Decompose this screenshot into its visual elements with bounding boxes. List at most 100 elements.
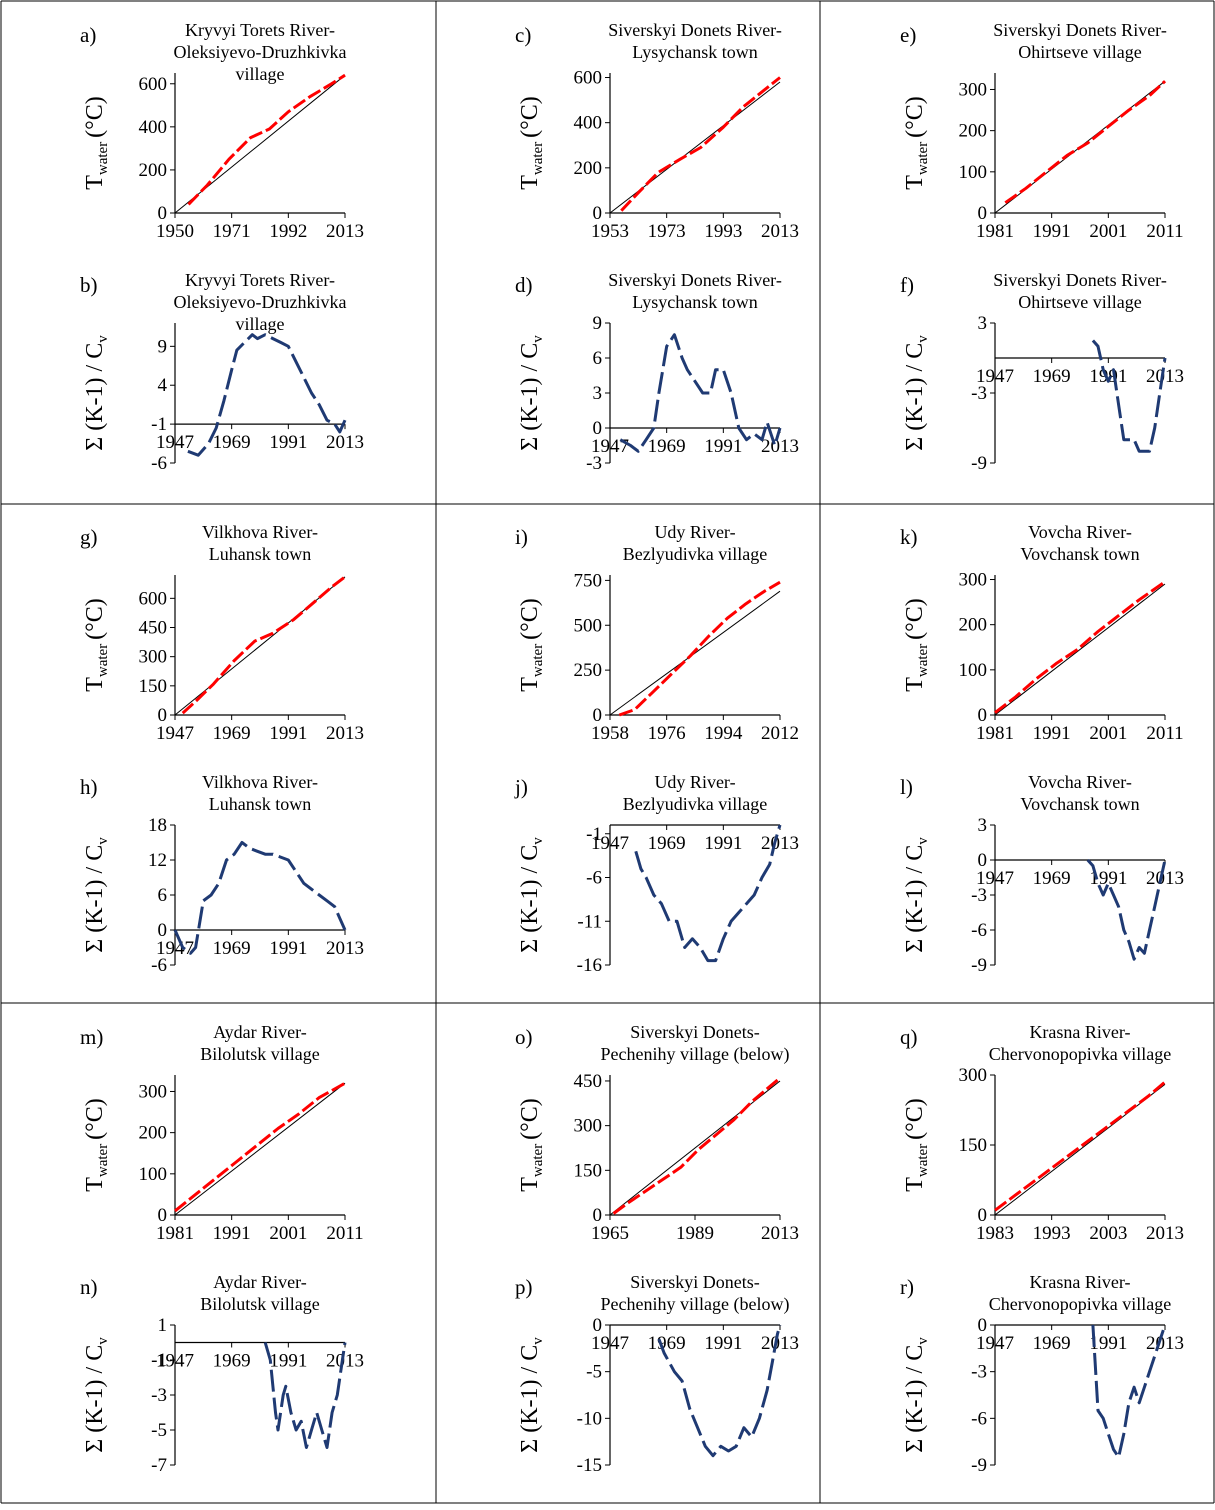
y-tick-label: -9 [971,453,987,474]
x-tick-label: 2013 [1146,1223,1184,1244]
panel-letter: f) [900,273,914,297]
y-tick-label: 500 [574,615,603,636]
y-tick-label: -9 [971,1455,987,1476]
y-axis-label: Σ (K-1) / Cv [517,837,546,953]
x-tick-label: 1969 [648,1333,686,1354]
chart-svg: a) Kryvyi Torets River-Oleksiyevo-Druzhki… [80,20,364,242]
y-tick-label: 200 [139,160,168,181]
x-tick-label: 1991 [1089,868,1127,889]
x-tick-label: 1969 [1033,366,1071,387]
chart-panel: i) Udy River- Bezlyudivka village Twater (°C… [475,510,859,760]
y-tick-label: 0 [978,203,988,224]
y-tick-label: -6 [971,1408,987,1429]
chart-svg: c) Siverskyi Donets River-Lysychansk town… [515,20,799,242]
y-tick-label: -3 [971,1362,987,1383]
x-tick-label: 1947 [591,436,629,457]
y-tick-label: -3 [151,1385,167,1406]
y-axis-label: Twater (°C) [902,598,931,692]
y-axis-label: Σ (K-1) / Cv [517,1337,546,1453]
x-tick-label: 2001 [269,1223,307,1244]
y-axis-label: Σ (K-1) / Cv [82,335,111,451]
y-axis-label-unit: (°C) [902,96,928,138]
y-axis-label-main: T [902,1177,928,1192]
x-tick-label: 1991 [1089,366,1127,387]
y-axis-label: Σ (K-1) / Cv [82,1337,111,1453]
panel-letter: m) [80,1025,103,1049]
y-axis-label-main: Σ (K-1) / C [82,343,108,451]
y-tick-label: 0 [158,920,168,941]
x-tick-label: 1969 [648,436,686,457]
series-line-trend [609,1080,781,1216]
panel-letter: a) [80,23,96,47]
panel-letter: d) [515,273,533,297]
chart-svg: o) Siverskyi Donets-Pechenihy village (be… [515,1022,799,1244]
x-tick-label: 1991 [1089,1333,1127,1354]
chart-panel: p) Siverskyi Donets- Pechenihy village (be… [475,1260,859,1510]
y-tick-label: -3 [586,453,602,474]
chart-svg: k) Vovcha River-Vovchansk town Twater (°C) 0… [900,522,1184,744]
y-axis-label-sub: v [530,1337,546,1345]
y-axis-label: Σ (K-1) / Cv [902,335,931,451]
y-tick-label: 450 [574,1071,603,1092]
x-tick-label: 2001 [1089,723,1127,744]
y-axis-label-main: T [82,1177,108,1192]
x-tick-label: 1969 [213,1351,251,1372]
y-tick-label: 150 [574,1160,603,1181]
panel-letter: n) [80,1275,98,1299]
chart-title-line: Luhansk town [209,794,312,814]
panel-letter: l) [900,775,913,799]
chart-panel: m) Aydar River- Bilolutsk village Twater (°C… [40,1010,424,1260]
chart-title-line: Bilolutsk village [200,1294,320,1314]
y-axis-label-main: T [902,677,928,692]
panel-letter: e) [900,23,916,47]
x-tick-label: 1991 [269,1351,307,1372]
y-tick-label: -3 [971,383,987,404]
y-tick-label: 3 [593,383,603,404]
x-tick-label: 1993 [704,221,742,242]
y-tick-label: 150 [139,676,168,697]
chart-title-line: Bezlyudivka village [623,544,767,564]
x-tick-label: 2013 [326,221,364,242]
series-line-observed [620,76,781,212]
chart-title-line: Siverskyi Donets River- [993,270,1167,290]
y-tick-label: 9 [158,336,168,357]
y-tick-label: 300 [959,79,988,100]
chart-svg: f) Siverskyi Donets River-Ohirtseve villa… [900,270,1184,474]
x-tick-label: 1981 [976,221,1014,242]
y-axis-label: Twater (°C) [82,598,111,692]
x-tick-label: 2011 [1146,723,1183,744]
x-tick-label: 1953 [591,221,629,242]
series-line-cumulative [263,1342,347,1449]
y-tick-label: 18 [148,815,167,836]
panel-letter: h) [80,775,98,799]
y-axis-label: Twater (°C) [82,1098,111,1192]
series-line-observed [994,1080,1166,1212]
series-line-observed [618,580,781,717]
chart-title-line: Lysychansk town [632,292,758,312]
y-tick-label: 0 [978,1315,988,1336]
chart-title-line: Ohirtseve village [1018,42,1141,62]
chart-svg: i) Udy River-Bezlyudivka village Twater (°C… [515,522,799,744]
x-tick-label: 1981 [156,1223,194,1244]
chart-title-line: Siverskyi Donets- [630,1272,760,1292]
y-axis-label-sub: water [915,1144,931,1177]
x-tick-label: 2013 [761,1333,799,1354]
y-axis-label: Σ (K-1) / Cv [902,1337,931,1453]
y-axis-label-main: Σ (K-1) / C [82,845,108,953]
y-tick-label: 300 [574,1116,603,1137]
chart-title-line: Krasna River- [1029,1272,1130,1292]
series-line-observed [181,575,346,715]
chart-title-line: Udy River- [654,522,735,542]
y-tick-label: -11 [577,911,602,932]
chart-title-line: Kryvyi Torets River- [185,270,335,290]
chart-title-line: Oleksiyevo-Druzhkivka [174,42,347,62]
x-tick-label: 1947 [591,1333,629,1354]
series-line-cumulative [1091,1324,1167,1459]
y-axis-label: Twater (°C) [902,1098,931,1192]
y-tick-label: -15 [577,1455,602,1476]
y-axis-label: Σ (K-1) / Cv [517,335,546,451]
series-line-cumulative [173,841,347,955]
chart-svg: q) Krasna River-Chervonopopivka village Tw… [900,1022,1184,1244]
panel-letter: p) [515,1275,533,1299]
y-tick-label: 250 [574,660,603,681]
